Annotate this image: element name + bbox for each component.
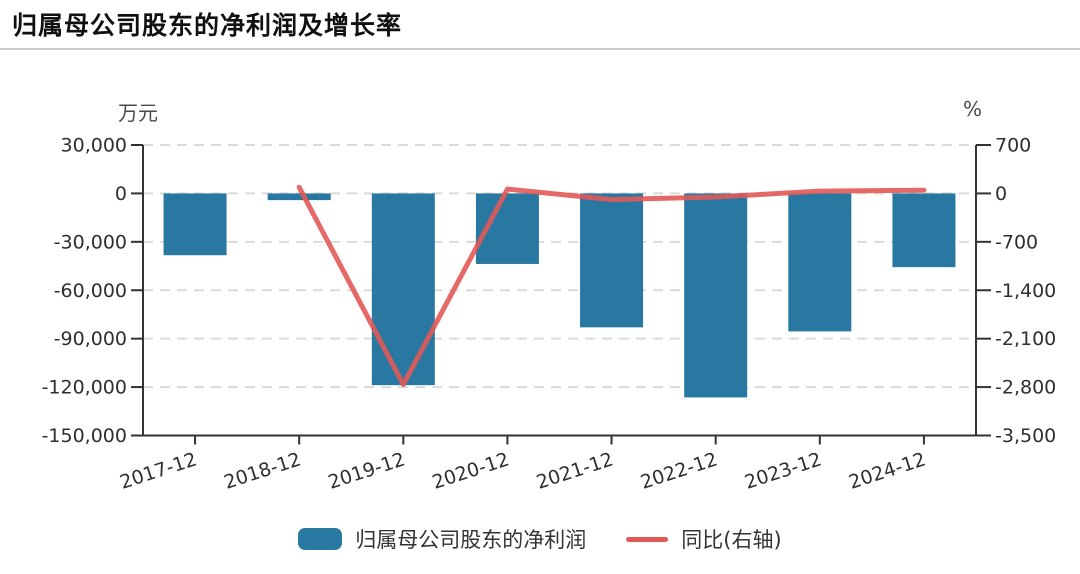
- bar-series-swatch: [298, 528, 343, 550]
- chart-legend: 归属母公司股东的净利润 同比(右轴): [0, 524, 1080, 554]
- left-axis-tick-label: -120,000: [42, 377, 127, 399]
- bar-2017-12[interactable]: [163, 193, 227, 256]
- left-axis-tick-label: -60,000: [54, 280, 127, 302]
- bar-2021-12[interactable]: [580, 193, 644, 328]
- chart-plot: 30,000 0 -30,000 -60,000 -90,000 -120,000 -150…: [42, 135, 1057, 494]
- left-axis-tick-label: -30,000: [54, 231, 127, 253]
- legend-item-yoy[interactable]: 同比(右轴): [626, 524, 782, 554]
- yoy-growth-line[interactable]: [296, 184, 927, 388]
- right-axis-tick-label: -700: [995, 231, 1038, 253]
- x-axis-label-2019-12: 2019-12: [326, 448, 408, 493]
- title-divider: [0, 48, 1080, 50]
- left-axis-tick-label: -150,000: [42, 425, 127, 447]
- legend-label-yoy: 同比(右轴): [681, 528, 782, 552]
- right-axis-tick-label: 0: [995, 183, 1007, 205]
- right-axis-tick-label: -3,500: [995, 425, 1056, 447]
- x-axis-label-2022-12: 2022-12: [638, 448, 720, 493]
- left-axis-unit-label: 万元: [118, 101, 158, 125]
- legend-item-net-profit[interactable]: 归属母公司股东的净利润: [298, 524, 586, 554]
- bar-2018-12[interactable]: [267, 193, 331, 201]
- x-axis-label-2017-12: 2017-12: [117, 448, 199, 493]
- bar-2019-12[interactable]: [371, 193, 435, 386]
- x-axis-label-2023-12: 2023-12: [742, 448, 824, 493]
- right-axis-unit-label: %: [963, 97, 983, 121]
- right-axis-tick-label: -2,100: [995, 328, 1056, 350]
- left-axis-tick-label: -90,000: [54, 328, 127, 350]
- x-axis-label-2021-12: 2021-12: [534, 448, 616, 493]
- bar-2024-12[interactable]: [892, 193, 956, 268]
- bar-2022-12[interactable]: [684, 193, 748, 398]
- right-axis-tick-label: 700: [995, 135, 1031, 157]
- line-series-swatch: [626, 536, 669, 542]
- page-title: 归属母公司股东的净利润及增长率: [12, 11, 403, 40]
- right-axis-tick-label: -1,400: [995, 280, 1056, 302]
- x-axis-label-2018-12: 2018-12: [221, 448, 303, 493]
- x-axis-label-2024-12: 2024-12: [846, 448, 928, 493]
- left-axis-tick-label: 30,000: [61, 135, 127, 157]
- right-axis-tick-label: -2,800: [995, 377, 1056, 399]
- legend-label-net-profit: 归属母公司股东的净利润: [355, 528, 587, 552]
- left-axis-tick-label: 0: [115, 183, 127, 205]
- x-axis-label-2020-12: 2020-12: [430, 448, 512, 493]
- bar-2023-12[interactable]: [788, 193, 852, 332]
